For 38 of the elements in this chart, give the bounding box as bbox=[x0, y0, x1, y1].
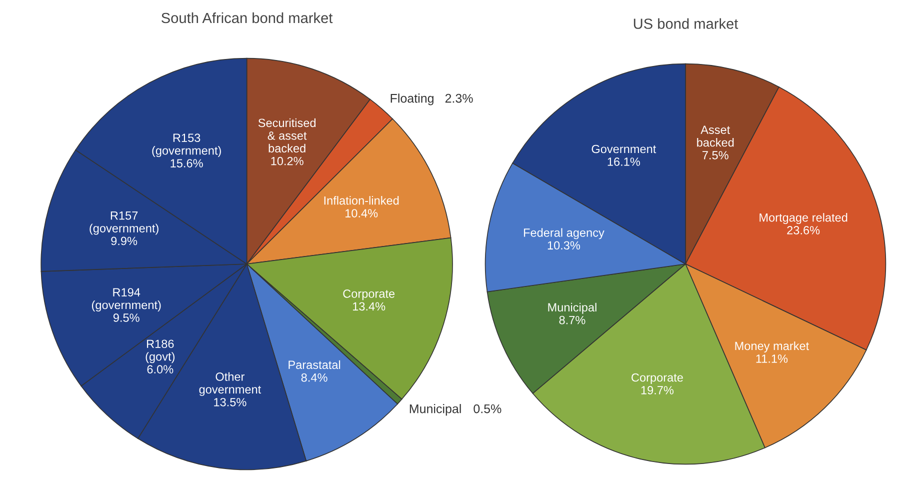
slice-label: Corporate bbox=[632, 373, 683, 384]
data-label: 0.5% bbox=[474, 404, 502, 414]
data-label: 11.1% bbox=[756, 354, 788, 363]
data-label: 9.9% bbox=[111, 236, 138, 246]
slice-label: Mortgage related bbox=[760, 213, 848, 224]
slice-label: Inflation-linked bbox=[324, 196, 399, 205]
slice-label: Floating bbox=[390, 94, 434, 106]
slice-label: Municipal bbox=[548, 302, 596, 314]
chart-title: South African bond market bbox=[162, 12, 333, 24]
data-label: 9.5% bbox=[113, 314, 140, 322]
data-label: 7.5% bbox=[702, 151, 728, 160]
slice-label: Government bbox=[592, 144, 656, 154]
slice-label: Corporate bbox=[343, 289, 395, 300]
slice-label: Asset backed bbox=[697, 126, 734, 147]
data-label: 6.0% bbox=[147, 365, 174, 374]
slice-label: R157 (government) bbox=[90, 211, 158, 235]
slice-label: Parastatal bbox=[288, 360, 340, 370]
data-label: 13.4% bbox=[352, 302, 386, 311]
data-label: 2.3% bbox=[445, 94, 473, 103]
slice-label: Federal agency bbox=[524, 228, 604, 240]
data-label: 16.1% bbox=[608, 158, 640, 166]
data-label: 10.4% bbox=[345, 209, 378, 218]
data-label: 19.7% bbox=[641, 386, 674, 394]
slice-label: R153 (government) bbox=[152, 134, 221, 158]
slice-label: R194 (government) bbox=[92, 288, 161, 312]
slice-label: Money market bbox=[735, 341, 810, 352]
data-label: 8.7% bbox=[559, 316, 586, 324]
slice-label: Municipal bbox=[410, 404, 461, 416]
slice-label: Other government bbox=[199, 372, 262, 396]
data-label: 10.3% bbox=[548, 241, 580, 250]
chart-title: US bond market bbox=[634, 18, 738, 29]
slice-label: Securitised & asset backed bbox=[258, 118, 316, 153]
data-label: 13.5% bbox=[214, 398, 246, 406]
data-label: 10.2% bbox=[271, 156, 304, 166]
data-label: 8.4% bbox=[301, 373, 328, 382]
slice-label: R186 (govt) bbox=[146, 340, 174, 364]
data-label: 15.6% bbox=[170, 159, 203, 168]
data-label: 23.6% bbox=[787, 226, 820, 234]
